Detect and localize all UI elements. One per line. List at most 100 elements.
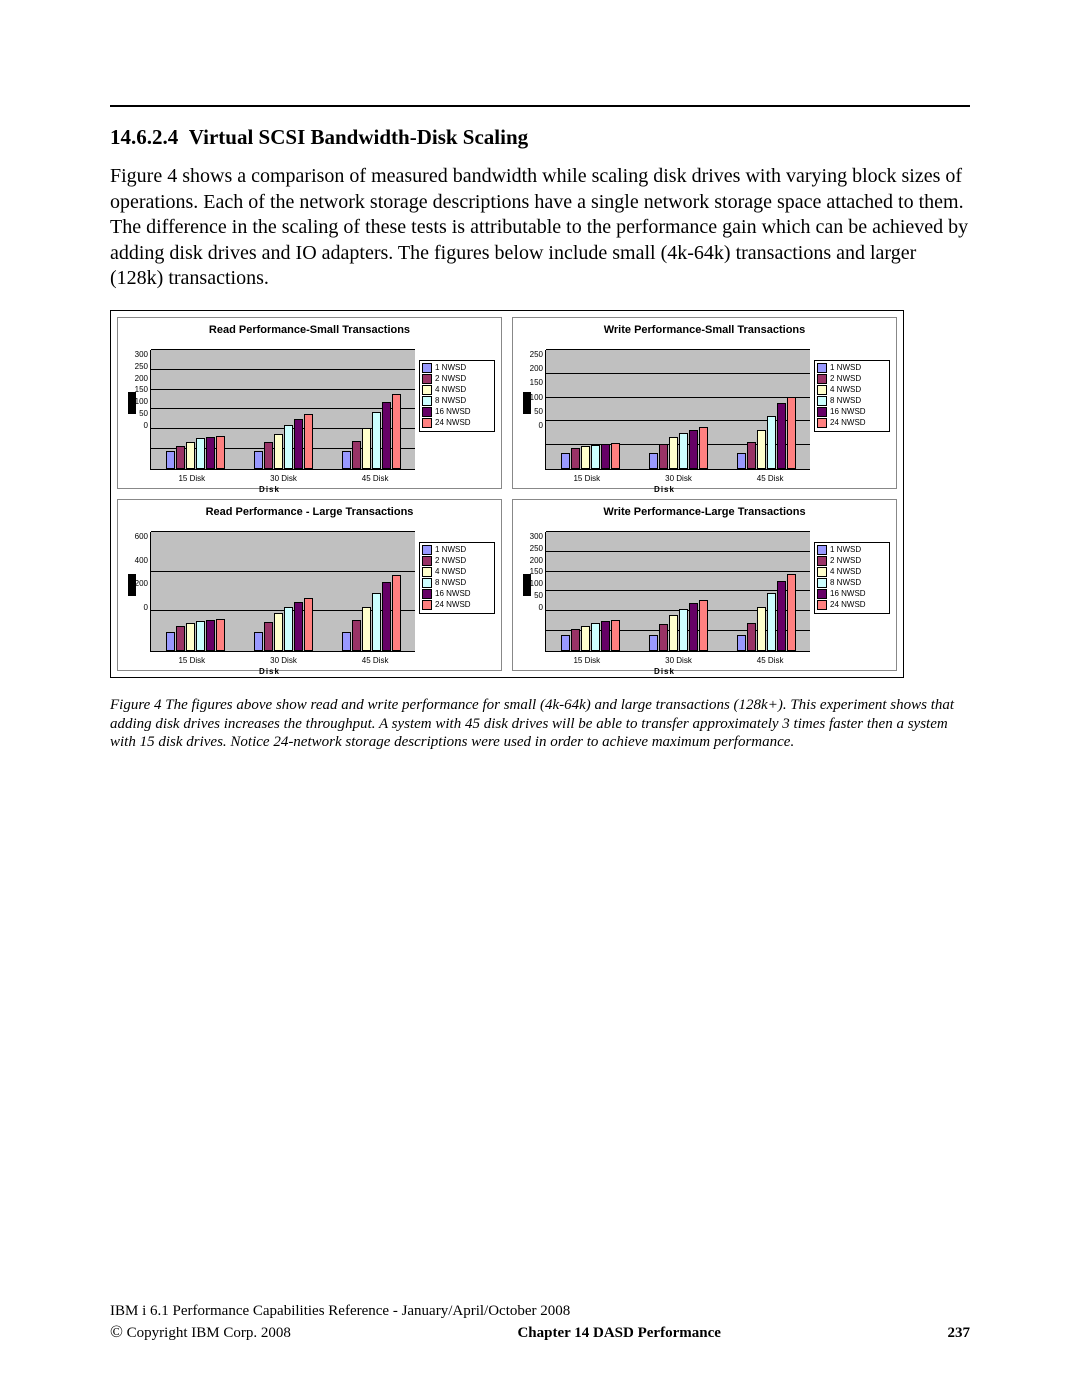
footer-reference: IBM i 6.1 Performance Capabilities Refer… <box>110 1303 970 1320</box>
legend-label: 2 NWSD <box>435 556 466 565</box>
legend-swatch <box>817 363 827 373</box>
legend-swatch <box>817 385 827 395</box>
x-axis-title: Disk <box>513 485 896 494</box>
bar <box>196 438 205 469</box>
x-tick-label: 15 Disk <box>178 474 205 483</box>
bar-group <box>342 394 401 469</box>
y-tick: 300 <box>530 532 543 541</box>
x-tick-label: 30 Disk <box>665 656 692 665</box>
plot-area <box>150 350 415 470</box>
bar-groups <box>546 532 810 651</box>
bar <box>699 600 708 651</box>
legend-label: 24 NWSD <box>830 418 866 427</box>
plot-area <box>545 350 810 470</box>
bar <box>274 434 283 469</box>
bar <box>254 632 263 651</box>
chart-title: Read Performance-Small Transactions <box>118 318 501 350</box>
legend: 1 NWSD2 NWSD4 NWSD8 NWSD16 NWSD24 NWSD <box>419 542 495 614</box>
legend-swatch <box>422 589 432 599</box>
footer-copyright: © Copyright IBM Corp. 2008 <box>110 1322 291 1342</box>
x-axis-wrap: 15 Disk 30 Disk 45 Disk <box>513 474 896 483</box>
chart-panel: Write Performance-Large Transactions3002… <box>512 499 897 671</box>
bar-group <box>166 619 225 651</box>
legend-label: 4 NWSD <box>830 567 861 576</box>
legend-label: 1 NWSD <box>435 545 466 554</box>
x-axis-title: Disk <box>118 485 501 494</box>
legend-swatch <box>422 385 432 395</box>
bar <box>274 613 283 651</box>
legend-item: 4 NWSD <box>817 567 887 577</box>
bar <box>206 620 215 651</box>
x-tick-label: 45 Disk <box>757 474 784 483</box>
bar <box>689 603 698 651</box>
legend-swatch <box>817 567 827 577</box>
bar <box>669 615 678 651</box>
y-tick: 100 <box>135 397 148 406</box>
bar <box>264 622 273 651</box>
y-tick: 50 <box>139 409 148 418</box>
legend-item: 16 NWSD <box>422 589 492 599</box>
bar <box>561 635 570 651</box>
bar-group <box>254 598 313 651</box>
y-tick: 100 <box>530 393 543 402</box>
legend-label: 1 NWSD <box>830 363 861 372</box>
y-tick: 0 <box>539 603 543 612</box>
x-tick-label: 30 Disk <box>270 656 297 665</box>
bar <box>747 442 756 469</box>
legend-label: 16 NWSD <box>435 589 471 598</box>
bar <box>757 430 766 469</box>
x-tick-label: 30 Disk <box>665 474 692 483</box>
figure-container: Read Performance-Small Transactions30025… <box>110 310 904 678</box>
legend-item: 2 NWSD <box>422 556 492 566</box>
y-tick: 300 <box>135 350 148 359</box>
bar <box>176 446 185 469</box>
legend-item: 4 NWSD <box>422 567 492 577</box>
legend-item: 24 NWSD <box>422 600 492 610</box>
legend-label: 4 NWSD <box>435 385 466 394</box>
bar <box>352 441 361 469</box>
y-tick: 150 <box>530 378 543 387</box>
bar-group <box>561 620 620 651</box>
legend-swatch <box>817 418 827 428</box>
x-tick-label: 30 Disk <box>270 474 297 483</box>
bar <box>611 620 620 651</box>
bar <box>304 414 313 469</box>
x-tick-label: 15 Disk <box>573 474 600 483</box>
legend-label: 8 NWSD <box>435 396 466 405</box>
legend-swatch <box>422 374 432 384</box>
y-axis-mark <box>128 574 136 596</box>
legend-label: 24 NWSD <box>830 600 866 609</box>
y-tick: 0 <box>539 421 543 430</box>
legend-swatch <box>422 600 432 610</box>
footer-page-number: 237 <box>947 1325 970 1342</box>
footer-chapter: Chapter 14 DASD Performance <box>517 1325 720 1342</box>
y-tick: 0 <box>144 421 148 430</box>
legend-swatch <box>817 600 827 610</box>
bar <box>611 443 620 469</box>
legend-label: 2 NWSD <box>435 374 466 383</box>
legend-swatch <box>422 407 432 417</box>
legend-label: 16 NWSD <box>830 407 866 416</box>
bar <box>581 626 590 651</box>
legend-label: 2 NWSD <box>830 374 861 383</box>
legend-swatch <box>422 396 432 406</box>
legend-swatch <box>422 418 432 428</box>
bar <box>304 598 313 651</box>
chart-title: Read Performance - Large Transactions <box>118 500 501 532</box>
legend-item: 1 NWSD <box>422 363 492 373</box>
legend-label: 1 NWSD <box>435 363 466 372</box>
legend-swatch <box>422 363 432 373</box>
legend-swatch <box>817 374 827 384</box>
bar-group <box>737 574 796 651</box>
y-axis: 300250200150100500 <box>124 350 150 430</box>
legend-item: 16 NWSD <box>817 407 887 417</box>
legend: 1 NWSD2 NWSD4 NWSD8 NWSD16 NWSD24 NWSD <box>419 360 495 432</box>
legend-label: 16 NWSD <box>435 407 471 416</box>
bar-group <box>342 575 401 651</box>
bar <box>216 436 225 469</box>
bar <box>196 621 205 651</box>
y-axis: 6004002000 <box>124 532 150 612</box>
legend-swatch <box>817 589 827 599</box>
legend-swatch <box>817 407 827 417</box>
y-tick: 200 <box>530 364 543 373</box>
